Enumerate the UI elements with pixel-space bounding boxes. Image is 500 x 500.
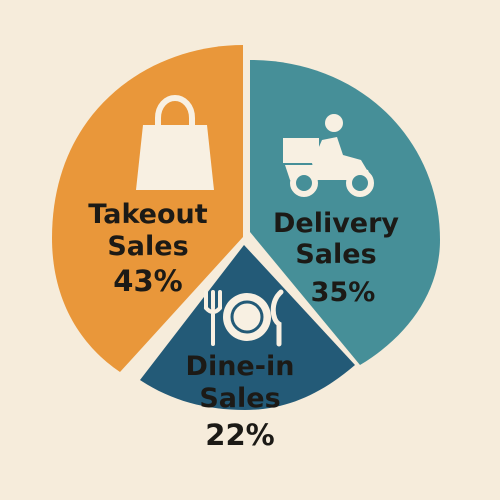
slice-label-delivery-line2: Sales (295, 239, 376, 270)
slice-value-dine-in: 22% (205, 418, 274, 452)
slice-value-delivery: 35% (311, 277, 376, 308)
plate-cutlery-icon (204, 289, 284, 347)
shopping-bag-icon (136, 94, 214, 190)
slice-label-dine-in-line1: Dine-in (186, 351, 295, 382)
slice-value-takeout: 43% (113, 264, 182, 298)
slice-label-takeout-line2: Sales (107, 231, 188, 262)
delivery-scooter-icon (283, 114, 374, 197)
slice-label-delivery-line1: Delivery (273, 208, 399, 239)
pie-slice-delivery (250, 60, 440, 365)
slice-label-takeout-line1: Takeout (88, 199, 207, 230)
slice-label-dine-in-line2: Sales (199, 383, 280, 414)
